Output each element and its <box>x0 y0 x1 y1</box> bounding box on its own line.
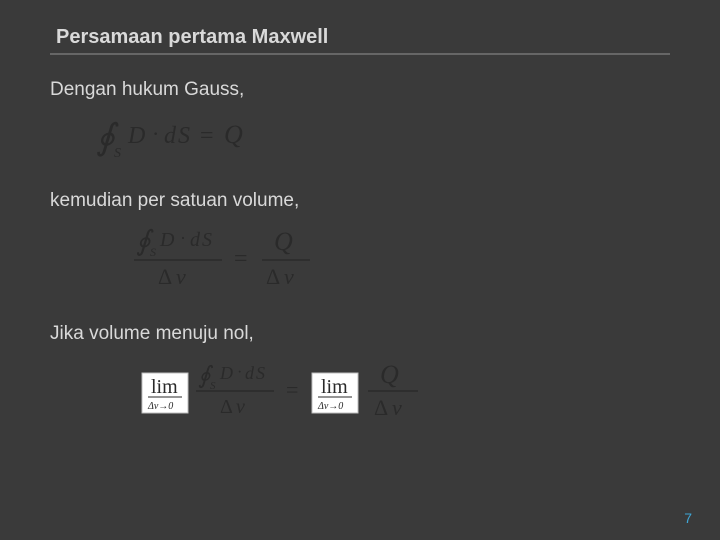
svg-text:Δv→0: Δv→0 <box>147 401 173 412</box>
equation-2: ∮ S D · d S Δ v = Q Δ v <box>130 224 670 301</box>
svg-text:Q: Q <box>224 120 243 149</box>
svg-text:Δ: Δ <box>220 396 233 418</box>
svg-text:·: · <box>152 121 159 146</box>
svg-text:Q: Q <box>380 360 399 389</box>
eq1-sub: S <box>114 146 121 161</box>
svg-text:Δ: Δ <box>158 264 172 289</box>
svg-text:=: = <box>286 377 298 402</box>
svg-text:S: S <box>202 229 212 251</box>
slide-title: Persamaan pertama Maxwell <box>56 26 670 49</box>
svg-text:Δ: Δ <box>266 264 280 289</box>
svg-text:D: D <box>127 123 145 149</box>
svg-text:Δ: Δ <box>374 395 388 420</box>
svg-text:S: S <box>256 363 265 383</box>
svg-text:d: d <box>245 363 255 383</box>
svg-text:S: S <box>150 245 156 259</box>
equation-1: ∮ S D · d S = Q <box>90 113 670 168</box>
svg-text:Δv→0: Δv→0 <box>317 401 343 412</box>
body-line-3: Jika volume menuju nol, <box>50 323 670 345</box>
svg-text:v: v <box>176 264 186 289</box>
svg-text:lim: lim <box>151 376 178 398</box>
body-line-1: Dengan hukum Gauss, <box>50 79 670 101</box>
svg-text:D: D <box>159 229 175 251</box>
svg-text:v: v <box>392 395 402 420</box>
equation-3: lim Δv→0 ∮ S D · d S Δ v = lim Δv→0 Q Δ <box>140 357 670 438</box>
body-line-2: kemudian per satuan volume, <box>50 190 670 212</box>
page-number: 7 <box>684 510 692 526</box>
svg-text:Q: Q <box>274 227 293 256</box>
svg-text:lim: lim <box>321 376 348 398</box>
svg-text:d: d <box>190 229 201 251</box>
svg-text:S: S <box>210 380 216 392</box>
svg-text:v: v <box>284 264 294 289</box>
title-rule: Persamaan pertama Maxwell <box>50 26 670 55</box>
svg-text:D: D <box>219 363 233 383</box>
svg-text:S: S <box>178 123 190 149</box>
svg-text:d: d <box>164 123 177 149</box>
svg-text:·: · <box>237 364 242 381</box>
svg-text:=: = <box>200 123 214 149</box>
slide: Persamaan pertama Maxwell Dengan hukum G… <box>0 0 720 540</box>
svg-text:=: = <box>234 246 248 272</box>
svg-text:·: · <box>180 228 186 248</box>
svg-text:v: v <box>236 396 245 418</box>
